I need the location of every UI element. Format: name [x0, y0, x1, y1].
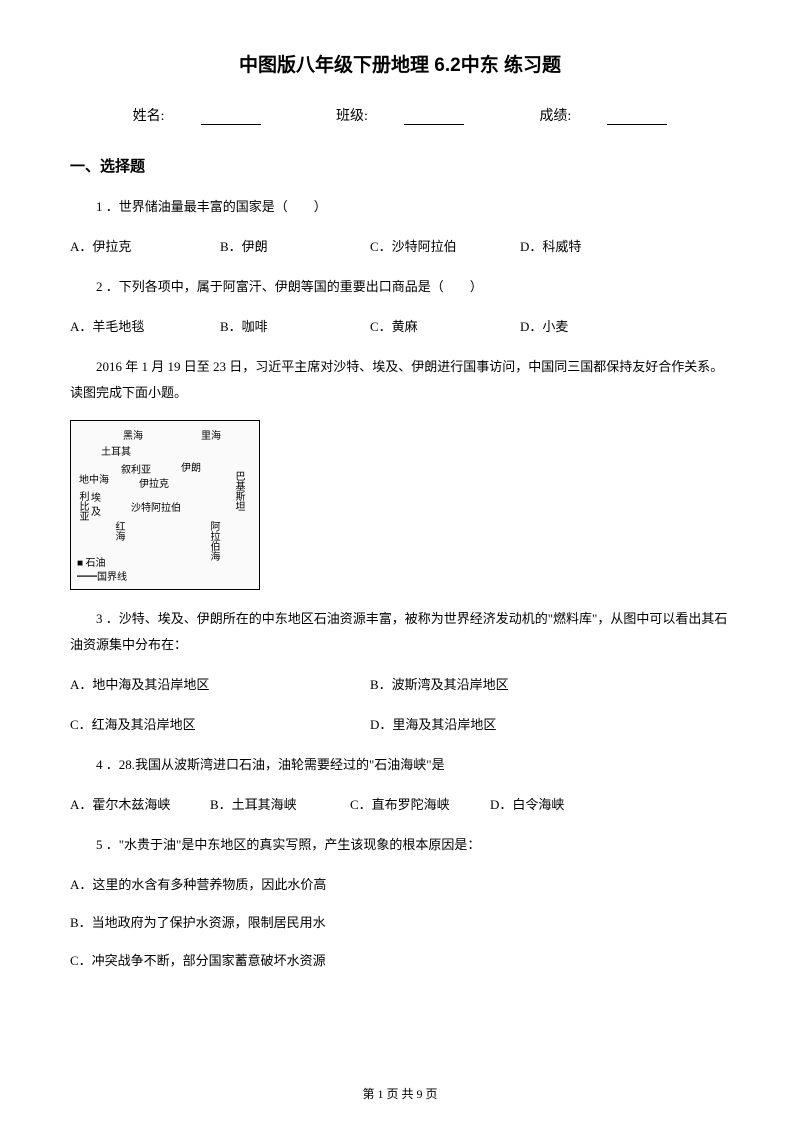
map-image: 黑海 里海 土耳其 叙利亚 伊朗 地中海 伊拉克 沙特阿拉伯 埃 及 红海 巴基…	[70, 420, 260, 590]
q4-opt-a: A．霍尔木兹海峡	[70, 792, 210, 818]
question-3-options-row1: A．地中海及其沿岸地区 B．波斯湾及其沿岸地区	[70, 672, 730, 698]
map-label: 伊朗	[181, 459, 201, 474]
class-label: 班级:	[318, 109, 482, 124]
q2-opt-c: C．黄麻	[370, 314, 520, 340]
map-label: 红海	[111, 521, 126, 541]
map-label: 叙利亚	[121, 461, 151, 476]
score-blank[interactable]	[607, 111, 667, 125]
section-heading: 一、选择题	[70, 155, 730, 176]
name-label: 姓名:	[115, 109, 279, 124]
question-4-options: A．霍尔木兹海峡 B．土耳其海峡 C．直布罗陀海峡 D．白令海峡	[70, 792, 730, 818]
q1-opt-b: B．伊朗	[220, 234, 370, 260]
q2-opt-d: D．小麦	[520, 314, 670, 340]
class-blank[interactable]	[404, 111, 464, 125]
map-label: 利比亚	[75, 491, 90, 521]
map-legend-oil: ■ 石油	[77, 554, 106, 569]
name-blank[interactable]	[201, 111, 261, 125]
header-fields: 姓名: 班级: 成绩:	[70, 105, 730, 125]
q4-opt-c: C．直布罗陀海峡	[350, 792, 490, 818]
question-2-options: A．羊毛地毯 B．咖啡 C．黄麻 D．小麦	[70, 314, 730, 340]
map-legend-border: ━━国界线	[77, 568, 127, 583]
question-4: 4 ．28.我国从波斯湾进口石油，油轮需要经过的"石油海峡"是	[70, 752, 730, 778]
map-label: 阿拉伯海	[206, 521, 221, 561]
q3-opt-a: A．地中海及其沿岸地区	[70, 672, 370, 698]
map-label: 土耳其	[101, 443, 131, 458]
q1-opt-a: A．伊拉克	[70, 234, 220, 260]
context-paragraph: 2016 年 1 月 19 日至 23 日，习近平主席对沙特、埃及、伊朗进行国事…	[70, 354, 730, 406]
map-label: 里海	[201, 427, 221, 442]
q5-opt-a: A．这里的水含有多种营养物质，因此水价高	[70, 872, 730, 898]
question-3: 3 ．沙特、埃及、伊朗所在的中东地区石油资源丰富，被称为世界经济发动机的"燃料库…	[70, 606, 730, 658]
q5-opt-c: C．冲突战争不断，部分国家蓄意破坏水资源	[70, 948, 730, 974]
map-label: 及	[91, 503, 101, 518]
score-label: 成绩:	[521, 109, 685, 124]
question-5: 5 ．"水贵于油"是中东地区的真实写照，产生该现象的根本原因是：	[70, 832, 730, 858]
question-1: 1 ．世界储油量最丰富的国家是（ ）	[70, 194, 730, 220]
q4-opt-b: B．土耳其海峡	[210, 792, 350, 818]
q2-opt-a: A．羊毛地毯	[70, 314, 220, 340]
question-1-options: A．伊拉克 B．伊朗 C．沙特阿拉伯 D．科威特	[70, 234, 730, 260]
map-label: 伊拉克	[139, 475, 169, 490]
q3-opt-d: D．里海及其沿岸地区	[370, 712, 670, 738]
q4-opt-d: D．白令海峡	[490, 792, 630, 818]
page-footer: 第 1 页 共 9 页	[0, 1085, 800, 1102]
map-label: 黑海	[123, 427, 143, 442]
q3-opt-c: C．红海及其沿岸地区	[70, 712, 370, 738]
map-label: 沙特阿拉伯	[131, 499, 181, 514]
q1-opt-c: C．沙特阿拉伯	[370, 234, 520, 260]
q5-opt-b: B．当地政府为了保护水资源，限制居民用水	[70, 910, 730, 936]
q3-opt-b: B．波斯湾及其沿岸地区	[370, 672, 670, 698]
question-2: 2 ．下列各项中，属于阿富汗、伊朗等国的重要出口商品是（ ）	[70, 274, 730, 300]
map-label: 巴基斯坦	[231, 471, 246, 511]
map-label: 埃	[91, 489, 101, 504]
map-label: 地中海	[79, 471, 109, 486]
q1-opt-d: D．科威特	[520, 234, 670, 260]
question-3-options-row2: C．红海及其沿岸地区 D．里海及其沿岸地区	[70, 712, 730, 738]
q2-opt-b: B．咖啡	[220, 314, 370, 340]
page-title: 中图版八年级下册地理 6.2中东 练习题	[70, 50, 730, 77]
